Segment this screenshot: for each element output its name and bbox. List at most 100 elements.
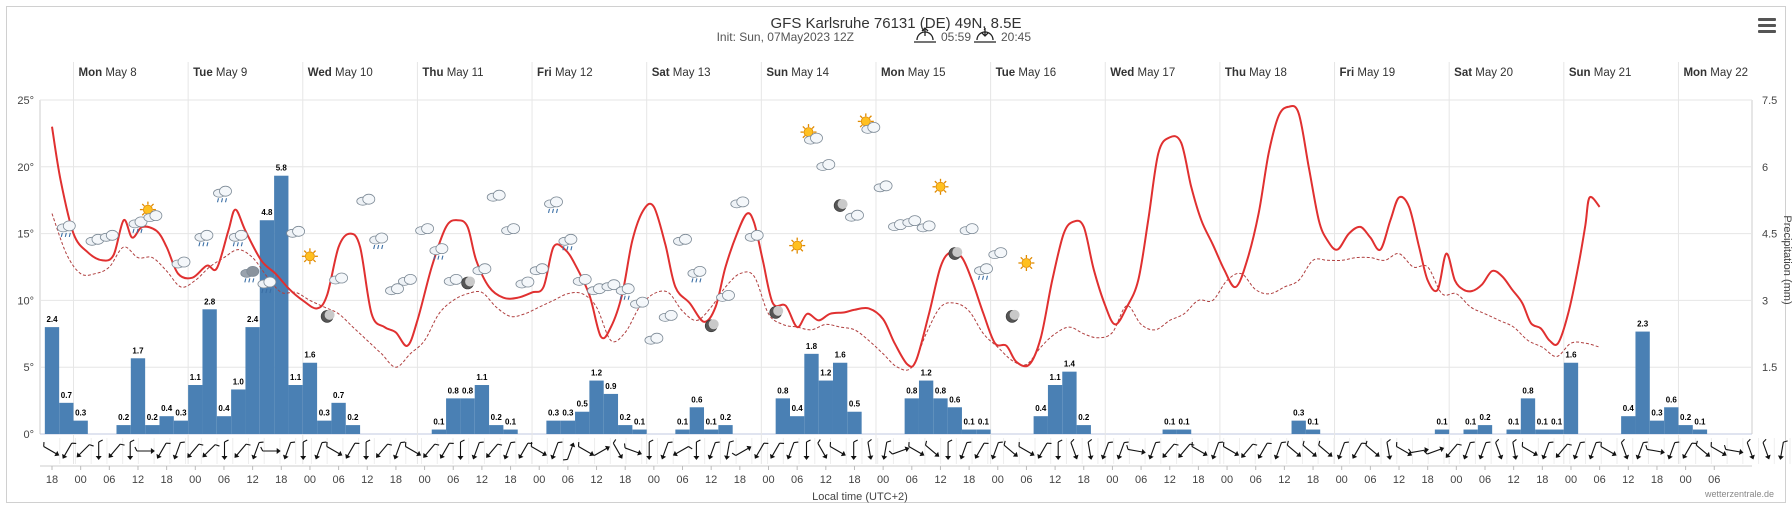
precip-bar <box>560 420 576 434</box>
cloud-shape <box>521 276 535 288</box>
wind-arrow <box>786 441 799 460</box>
wind-head <box>108 452 114 458</box>
x-tick-label: 00 <box>418 474 430 486</box>
precip-label: 2.8 <box>204 297 216 306</box>
sun-disc <box>935 181 946 192</box>
x-tick-label: 00 <box>304 474 316 486</box>
wind-arrow <box>95 439 103 460</box>
wind-head <box>1037 453 1043 459</box>
precip-label: 4.8 <box>261 208 273 217</box>
wind-arrow <box>1100 441 1113 460</box>
precip-label: 1.1 <box>290 373 302 382</box>
wind-barb <box>460 439 465 443</box>
wind-head <box>881 455 888 460</box>
wind-head <box>1336 454 1343 460</box>
wind-arrow <box>1210 441 1224 460</box>
wind-barb <box>779 442 785 445</box>
wind-barb <box>1596 441 1601 444</box>
wind-head <box>314 454 321 460</box>
sun-ray <box>859 115 863 119</box>
wind-arrow <box>363 439 371 460</box>
wind-arrow <box>550 441 563 460</box>
wind-head <box>1749 454 1755 460</box>
cloud-icon <box>744 229 764 242</box>
wind-barb <box>497 443 503 446</box>
cloud-shape <box>550 196 563 208</box>
rain-icon <box>544 196 563 214</box>
precip-bar <box>933 398 948 434</box>
wind-barb <box>731 452 737 456</box>
wind-head <box>1667 454 1673 460</box>
wind-head <box>1386 455 1393 460</box>
rain-drop <box>216 198 220 203</box>
precip-label: 0.7 <box>61 391 73 400</box>
wind-head <box>1141 448 1146 455</box>
cloud-shape <box>403 273 417 285</box>
wind-head <box>945 456 952 460</box>
wind-head <box>1462 454 1469 460</box>
precip-bar <box>1434 429 1450 434</box>
wind-head <box>746 445 752 452</box>
cloud-shape <box>62 220 76 232</box>
x-tick-label: 18 <box>848 474 860 486</box>
menu-button[interactable] <box>1758 18 1776 34</box>
precip-bar <box>1678 425 1693 434</box>
rain-icon <box>429 243 449 260</box>
wind-barb <box>715 441 720 444</box>
wind-barb <box>1521 442 1524 447</box>
wind-head <box>1327 451 1333 457</box>
precip-bar <box>1649 420 1665 434</box>
rain-drop <box>433 255 436 260</box>
precip-bar <box>1033 416 1048 434</box>
wind-arrow <box>1148 441 1161 460</box>
precip-label: 1.1 <box>190 373 202 382</box>
cloud-icon <box>385 283 404 296</box>
wind-arrow <box>974 442 989 459</box>
wind-barb <box>1762 438 1767 443</box>
wind-arrow <box>172 441 185 460</box>
wind-arrow <box>457 439 465 460</box>
precip-label: 0.1 <box>1179 418 1191 427</box>
rain-drop <box>248 278 251 283</box>
x-tick-label: 06 <box>562 474 574 486</box>
wind-arrow <box>1126 444 1146 455</box>
x-axis-ticks: 18 00 06 12 18 00 06 12 18 00 06 12 18 00 06 12 18 00 06 12… <box>46 466 1720 486</box>
wind-arrow <box>108 443 125 458</box>
wind-barb <box>434 443 440 446</box>
wind-barb <box>1344 441 1349 444</box>
cloud-shape <box>922 220 936 232</box>
init-time: Init: Sun, 07May2023 12Z <box>717 30 854 44</box>
wind-arrow <box>282 441 296 460</box>
wind-head <box>1273 454 1280 460</box>
precip-label: 0.5 <box>849 400 861 409</box>
precip-bar <box>1047 385 1063 434</box>
wind-arrow <box>1620 438 1630 460</box>
wind-head <box>234 452 240 458</box>
cloud-shape <box>607 279 621 291</box>
wind-barb <box>1386 439 1391 443</box>
wind-head <box>202 452 208 458</box>
wind-barb <box>623 443 626 448</box>
wind-barb <box>853 439 858 443</box>
y-tick-left: 5° <box>23 362 34 374</box>
x-tick-label: 00 <box>1679 474 1691 486</box>
wind-arrow <box>1257 442 1272 459</box>
precip-label: 2.4 <box>247 315 259 324</box>
wind-head <box>693 456 700 460</box>
cloud-shape <box>421 223 435 235</box>
wind-barb <box>648 439 654 443</box>
y-tick-left: 0° <box>23 429 34 441</box>
precip-bar <box>188 385 203 434</box>
y-tick-left: 15° <box>17 229 34 241</box>
wind-arrow <box>1723 444 1744 455</box>
cloud-shape <box>435 243 449 255</box>
wind-arrow <box>1667 441 1680 460</box>
wind-barb <box>1695 440 1698 446</box>
day-label: Thu May 18 <box>1225 67 1287 79</box>
wind-head <box>376 452 381 458</box>
wind-arrow <box>423 443 440 458</box>
wind-head <box>221 456 228 460</box>
x-tick-label: 06 <box>1020 474 1032 486</box>
rain-drop <box>252 278 255 283</box>
